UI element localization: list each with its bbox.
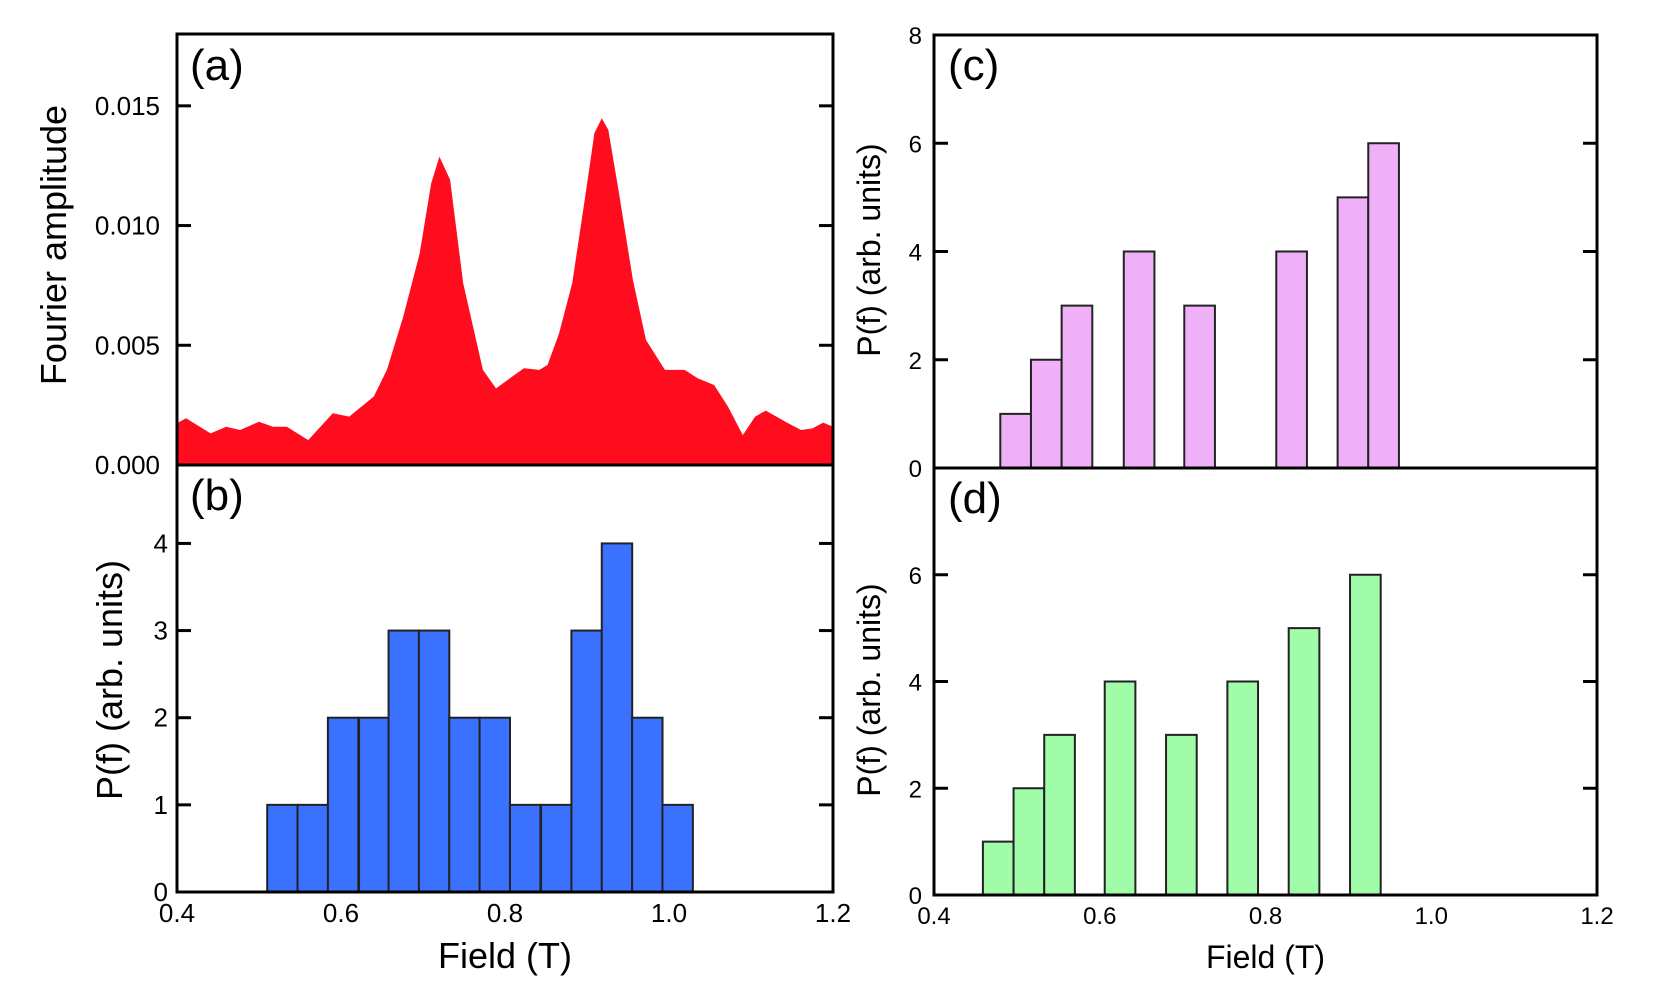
histogram-bar <box>326 716 360 894</box>
x-tick-label: 0.6 <box>323 898 359 928</box>
histogram-bar <box>1287 627 1321 896</box>
y-tick-label: 6 <box>909 131 922 158</box>
y-axis-label: Fourier amplitude <box>33 105 74 385</box>
y-tick-label: 0 <box>909 883 922 910</box>
plot-frame <box>175 463 835 894</box>
histogram-bar <box>1165 733 1198 896</box>
panel-label: (c) <box>948 41 999 90</box>
x-tick-label: 1.2 <box>1580 903 1613 930</box>
histogram-bar <box>387 629 420 893</box>
x-tick-label: 0.6 <box>1083 903 1116 930</box>
panel-a: 0.000 0.005 0.010 0.015 Fourier amplitude (a) <box>33 32 835 480</box>
x-tick-label: 1.0 <box>651 898 687 928</box>
histogram-bar <box>600 542 634 894</box>
histogram-bar <box>448 716 481 894</box>
histogram-bar <box>1349 573 1382 896</box>
panel-c: 0 2 4 6 8 P(f) (arb. units) (c) <box>851 23 1599 483</box>
panel-b: 0 1 2 3 4 0.4 0.6 0.8 1.0 1.2 Field (T) P(f) (arb. … <box>89 463 851 976</box>
histogram-bar <box>1336 196 1370 469</box>
histogram-bar <box>999 412 1032 469</box>
panel-label: (b) <box>190 471 244 520</box>
histogram-bar <box>661 803 694 893</box>
y-tick-label: 0.010 <box>95 211 160 241</box>
y-tick-label: 2 <box>154 703 168 733</box>
histogram-bar <box>296 803 329 893</box>
histogram-bar <box>570 629 603 893</box>
x-tick-label: 0.8 <box>487 898 523 928</box>
y-axis-label: P(f) (arb. units) <box>851 143 887 356</box>
histogram-bar <box>1012 787 1046 896</box>
y-tick-label: 0 <box>154 877 168 907</box>
y-tick-label: 0.015 <box>95 91 160 121</box>
histogram-bar <box>478 716 512 894</box>
y-tick-label: 4 <box>154 528 168 558</box>
y-tick-label: 2 <box>909 776 922 803</box>
x-tick-label: 1.2 <box>815 898 851 928</box>
histogram-bar <box>508 803 542 893</box>
histogram-bar <box>1029 358 1063 469</box>
y-tick-label: 6 <box>909 563 922 590</box>
x-tick-label: 0.4 <box>159 898 195 928</box>
y-tick-label: 8 <box>909 23 922 50</box>
y-tick-label: 2 <box>909 348 922 375</box>
y-axis-label: P(f) (arb. units) <box>89 560 130 800</box>
histogram-bar <box>1226 680 1260 896</box>
panel-label: (d) <box>948 474 1002 523</box>
histogram-bar <box>1043 733 1076 896</box>
x-axis-label: Field (T) <box>438 935 572 976</box>
y-tick-label: 0 <box>909 456 922 483</box>
histogram-bar <box>358 716 391 894</box>
histogram-bar <box>1183 304 1216 469</box>
histogram-bar <box>1122 250 1156 469</box>
histogram-bar <box>981 840 1015 896</box>
histogram-bar <box>1275 250 1308 469</box>
histogram-bar <box>1060 304 1094 469</box>
histogram-bar <box>1367 142 1400 469</box>
y-axis-label: P(f) (arb. units) <box>851 583 887 796</box>
histogram-bar <box>1103 680 1137 896</box>
histogram-bar <box>540 803 573 893</box>
y-tick-label: 4 <box>909 240 922 267</box>
x-tick-label: 1.0 <box>1415 903 1448 930</box>
y-tick-label: 1 <box>154 790 168 820</box>
histogram-bar <box>266 803 299 893</box>
x-tick-label: 0.8 <box>1249 903 1282 930</box>
panel-d: 0 2 4 6 0.4 0.6 0.8 1.0 1.2 Field (T) P(f) (arb. u… <box>851 466 1614 975</box>
y-tick-label: 0.000 <box>95 450 160 480</box>
y-tick-label: 3 <box>154 616 168 646</box>
y-tick-label: 0.005 <box>95 330 160 360</box>
y-tick-label: 4 <box>909 670 922 697</box>
histogram-bar <box>417 629 451 893</box>
fourier-amplitude-area <box>177 118 833 466</box>
x-tick-label: 0.4 <box>917 903 950 930</box>
x-axis-label: Field (T) <box>1206 939 1325 975</box>
panel-label: (a) <box>190 41 244 90</box>
histogram-bar <box>631 716 664 894</box>
